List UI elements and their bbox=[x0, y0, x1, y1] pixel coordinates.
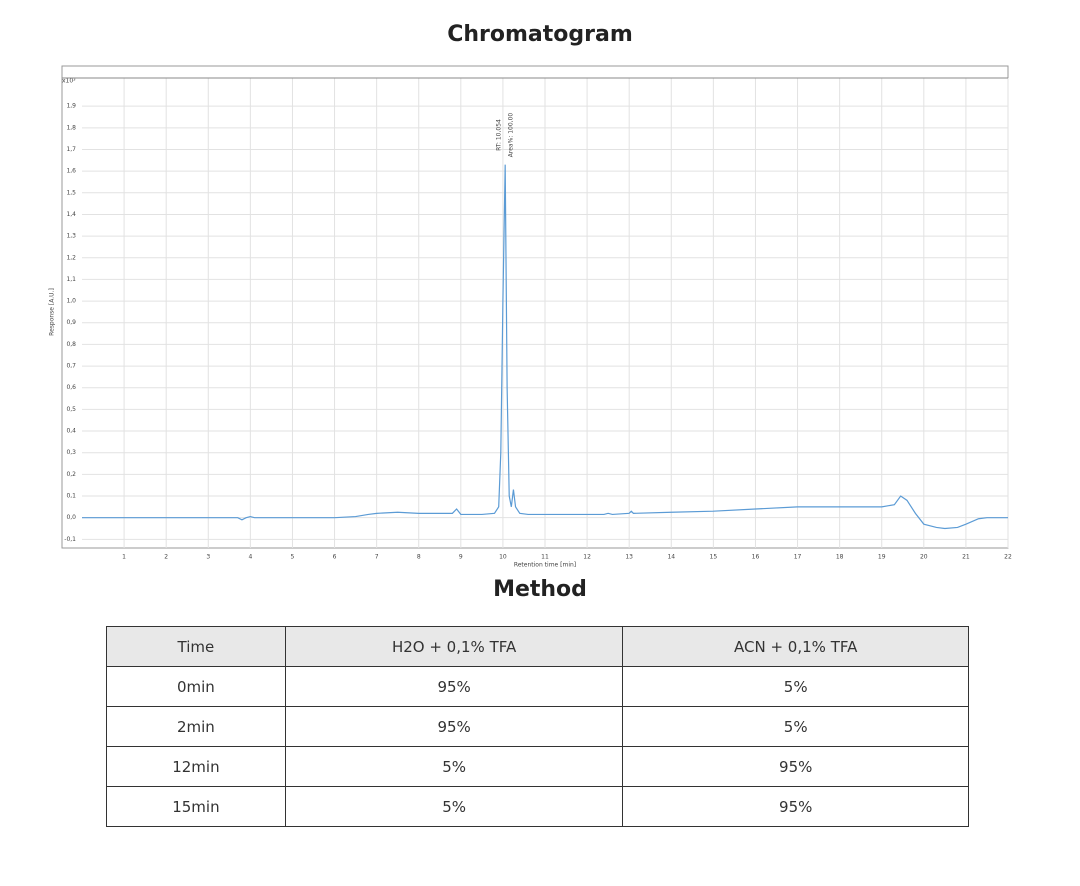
y-tick-label: 0,7 bbox=[66, 363, 76, 370]
frame bbox=[61, 65, 1009, 549]
x-tick-label: 6 bbox=[333, 554, 337, 561]
x-tick-label: 13 bbox=[625, 554, 633, 561]
y-tick-label: 1,4 bbox=[66, 211, 76, 218]
y-tick-label: 1,9 bbox=[66, 103, 76, 110]
table-cell: 15min bbox=[106, 786, 286, 827]
table-cell: 2min bbox=[106, 706, 286, 747]
header-cell: Time bbox=[106, 626, 286, 667]
x-tick-label: 22 bbox=[1004, 554, 1012, 561]
x-axis-label: Retention time [min] bbox=[514, 562, 576, 569]
table-row: 2min 95% 5% bbox=[106, 706, 969, 747]
y-tick-label: 1,3 bbox=[66, 233, 76, 240]
x-tick-label: 4 bbox=[248, 554, 252, 561]
y-tick-label: 1,8 bbox=[66, 124, 76, 131]
x-tick-label: 15 bbox=[710, 554, 718, 561]
chart-title: Chromatogram bbox=[447, 22, 633, 47]
y-tick-label: 0,0 bbox=[66, 514, 76, 521]
table-cell: 95% bbox=[622, 786, 969, 827]
y-tick-label: 1,2 bbox=[66, 254, 76, 261]
table-cell: 12min bbox=[106, 746, 286, 787]
x-tick-label: 11 bbox=[541, 554, 549, 561]
x-tick-label: 19 bbox=[878, 554, 886, 561]
y-tick-label: 0,4 bbox=[66, 428, 76, 435]
y-tick-label: 0,8 bbox=[66, 341, 76, 348]
y-tick-label: 1,6 bbox=[66, 168, 76, 175]
x-tick-label: 20 bbox=[920, 554, 928, 561]
y-tick-label: 0,1 bbox=[66, 493, 76, 500]
x-tick-label: 7 bbox=[375, 554, 379, 561]
x-tick-label: 9 bbox=[459, 554, 463, 561]
method-title: Method bbox=[493, 577, 587, 602]
y-tick-label: 1,1 bbox=[66, 276, 76, 283]
table-cell: 5% bbox=[622, 706, 969, 747]
table-body: 0min 95% 5% 2min 95% 5% 12min 5% 95% 15min 5% 95% bbox=[106, 666, 969, 827]
y-tick-label: 0,9 bbox=[66, 319, 76, 326]
y-tick-label: 0,2 bbox=[66, 471, 76, 478]
y-tick-label: 0,5 bbox=[66, 406, 76, 413]
trace bbox=[82, 164, 1008, 530]
table-row: 15min 5% 95% bbox=[106, 786, 969, 827]
table-cell: 5% bbox=[284, 746, 624, 787]
x-tick-label: 21 bbox=[962, 554, 970, 561]
y-multiplier: x10³ bbox=[62, 78, 76, 85]
y-tick-label: 1,0 bbox=[66, 298, 76, 305]
x-tick-label: 3 bbox=[206, 554, 210, 561]
y-tick-label: 1,7 bbox=[66, 146, 76, 153]
table-cell: 5% bbox=[284, 786, 624, 827]
y-axis-label: Response [A.U.] bbox=[49, 288, 56, 336]
table-cell: 5% bbox=[622, 666, 969, 707]
peak-annotation: Area%: 100,00 bbox=[508, 113, 515, 158]
table-cell: 95% bbox=[284, 706, 624, 747]
x-tick-label: 12 bbox=[583, 554, 591, 561]
x-tick-label: 16 bbox=[752, 554, 760, 561]
peak-annotation: RT: 10,054 bbox=[496, 119, 503, 151]
x-tick-label: 5 bbox=[291, 554, 295, 561]
y-tick-label: -0,1 bbox=[64, 536, 76, 543]
y-tick-label: 0,3 bbox=[66, 449, 76, 456]
chart: x10³ Response [A.U.] Retention time [min… bbox=[49, 65, 1012, 569]
x-tick-label: 2 bbox=[164, 554, 168, 561]
y-tick-label: 0,6 bbox=[66, 384, 76, 391]
x-tick-label: 1 bbox=[122, 554, 126, 561]
table-row: 0min 95% 5% bbox=[106, 666, 969, 707]
header-cell: ACN + 0,1% TFA bbox=[622, 626, 969, 667]
x-tick-label: 10 bbox=[499, 554, 507, 561]
table-row: 12min 5% 95% bbox=[106, 746, 969, 787]
x-tick-label: 17 bbox=[794, 554, 802, 561]
x-tick-label: 14 bbox=[667, 554, 675, 561]
x-tick-label: 18 bbox=[836, 554, 844, 561]
table-cell: 95% bbox=[284, 666, 624, 707]
header-row: Time H2O + 0,1% TFA ACN + 0,1% TFA bbox=[106, 626, 969, 667]
y-tick-label: 1,5 bbox=[66, 189, 76, 196]
header-cell: H2O + 0,1% TFA bbox=[284, 626, 624, 667]
x-tick-label: 8 bbox=[417, 554, 421, 561]
table-cell: 95% bbox=[622, 746, 969, 787]
table-cell: 0min bbox=[106, 666, 286, 707]
method-table: Time H2O + 0,1% TFA ACN + 0,1% TFA 0min 9… bbox=[106, 626, 969, 827]
